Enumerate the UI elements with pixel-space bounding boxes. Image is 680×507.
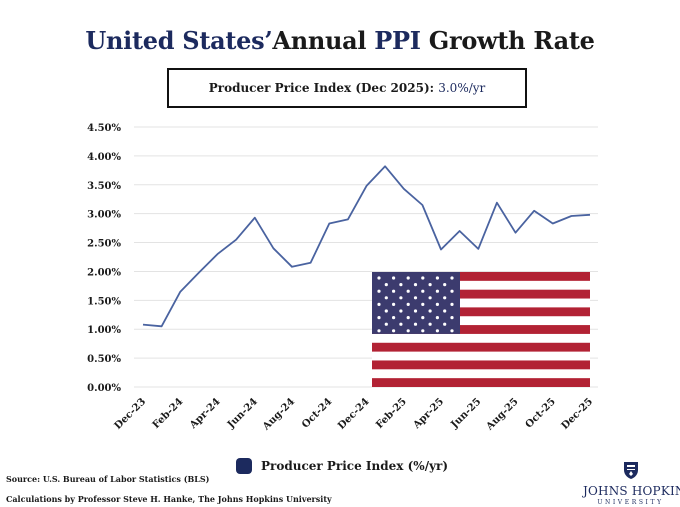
x-tick-label: Jun-24 [225,396,260,431]
source-note: Source: U.S. Bureau of Labor Statistics … [6,474,210,484]
legend-swatch [236,458,252,474]
calculations-note: Calculations by Professor Steve H. Hanke… [6,494,332,504]
x-axis-ticks: Dec-23 Feb-24 Apr-24 Jun-24 Aug-24 Oct-24 Dec-… [113,396,596,433]
x-tick-label: Dec-23 [113,396,149,432]
x-tick-label: Feb-25 [374,396,409,431]
info-box: Producer Price Index (Dec 2025): 3.0%/yr [167,68,527,108]
x-tick-label: Apr-24 [187,396,222,431]
y-tick-label: 4.00% [87,152,121,163]
info-label: Producer Price Index (Dec 2025): [208,81,439,95]
title-part-growth-rate: Growth Rate [420,26,595,55]
x-tick-label: Feb-24 [151,396,186,431]
info-value: 3.0%/yr [438,81,486,95]
x-tick-label: Oct-24 [300,396,334,430]
legend: Producer Price Index (%/yr) [236,458,448,474]
x-tick-label: Jun-25 [448,396,483,431]
y-tick-label: 3.50% [87,181,121,192]
y-tick-label: 1.50% [87,296,121,307]
y-tick-label: 2.00% [87,267,121,278]
x-tick-label: Dec-25 [560,396,596,432]
y-axis-ticks: 0.00% 0.50% 1.00% 1.50% 2.00% 2.50% 3.00% 3.50%… [87,123,121,394]
x-tick-label: Aug-25 [484,396,521,433]
us-flag-image [372,272,590,387]
logo-name: JOHNS HOPKINS [583,484,680,498]
y-tick-label: 1.00% [87,325,121,336]
x-tick-label: Aug-24 [260,396,297,433]
x-tick-label: Apr-25 [411,396,446,431]
legend-label: Producer Price Index (%/yr) [261,459,449,473]
chart-title: United States’Annual PPI Growth Rate [0,26,680,55]
series-line-ppi [142,165,591,328]
y-tick-label: 4.50% [87,123,121,134]
title-part-annual: Annual [272,26,375,55]
y-tick-label: 3.00% [87,210,121,221]
x-tick-label: Dec-24 [336,396,372,432]
y-tick-label: 0.50% [87,354,121,365]
logo-sub: UNIVERSITY [597,499,664,506]
jhu-logo: JOHNS HOPKINS UNIVERSITY [583,460,680,506]
y-tick-label: 0.00% [87,383,121,394]
x-tick-label: Oct-25 [524,396,558,430]
title-part-country: United States’ [85,26,273,55]
y-tick-label: 2.50% [87,239,121,250]
series-group [142,165,591,328]
title-part-ppi: PPI [374,26,421,55]
shield-icon [623,462,638,479]
